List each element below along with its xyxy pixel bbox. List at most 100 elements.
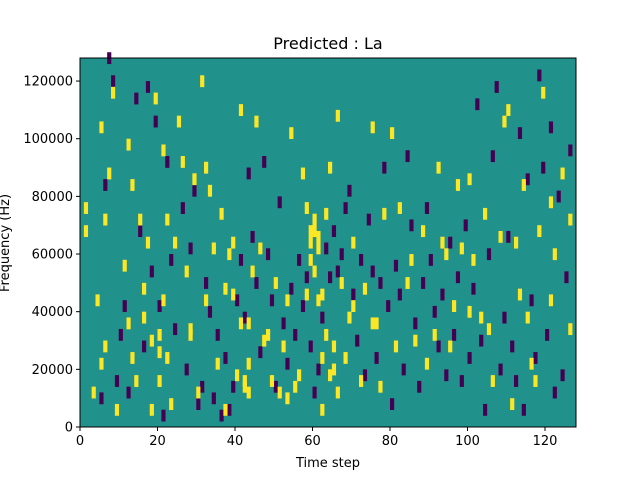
y-tick-label: 60000	[32, 248, 73, 263]
x-axis-label: Time step	[295, 456, 360, 471]
heatmap-cell-high	[347, 311, 352, 324]
y-tick-label: 40000	[32, 305, 73, 320]
heatmap-cell-low	[459, 375, 464, 387]
heatmap-cell-high	[324, 207, 329, 220]
y-axis: 0 20000 40000 60000 80000 100000 120000	[23, 75, 80, 436]
heatmap-cell-high	[204, 161, 209, 174]
heatmap-cell-high	[320, 403, 325, 416]
heatmap-cell-low	[502, 311, 507, 324]
heatmap-cell-low	[471, 282, 476, 295]
heatmap-cell-high	[269, 375, 275, 387]
heatmap-cell-high	[289, 127, 294, 140]
heatmap-cell-low	[436, 340, 441, 353]
heatmap-cell-low	[238, 254, 244, 266]
heatmap-cell-low	[300, 300, 306, 312]
heatmap-cell-high	[486, 323, 492, 336]
heatmap-cell-low	[514, 375, 519, 387]
heatmap-cell-low	[277, 196, 282, 209]
heatmap-cell-high	[262, 334, 267, 347]
heatmap-cell-high	[308, 236, 313, 249]
heatmap-cell-low	[242, 311, 247, 324]
heatmap-cell-high	[374, 317, 379, 330]
heatmap-cell-high	[467, 305, 472, 318]
heatmap-cell-high	[273, 277, 278, 289]
heatmap-cell-high	[304, 202, 309, 214]
heatmap-cell-low	[157, 300, 162, 312]
heatmap-cell-low	[149, 265, 154, 278]
heatmap-cell-high	[510, 398, 515, 410]
heatmap-cell-high	[235, 369, 240, 382]
heatmap-cell-high	[223, 403, 228, 416]
y-tick-label: 20000	[32, 363, 73, 378]
heatmap-cell-high	[114, 403, 120, 416]
heatmap-cell-low	[184, 363, 189, 376]
heatmap-cell-low	[320, 311, 325, 324]
heatmap-cell-low	[548, 121, 554, 134]
heatmap-cell-high	[95, 294, 100, 307]
heatmap-cell-high	[409, 254, 414, 266]
heatmap-cell-low	[440, 288, 445, 301]
heatmap-cell-high	[219, 207, 224, 220]
heatmap-cell-low	[262, 156, 267, 168]
heatmap-cell-high	[138, 213, 143, 226]
heatmap-cell-high	[339, 277, 344, 289]
heatmap-cell-high	[126, 138, 131, 151]
heatmap-cell-low	[188, 242, 193, 255]
heatmap-cell-high	[153, 92, 158, 105]
heatmap-cell-low	[285, 357, 290, 370]
heatmap-cell-high	[467, 173, 472, 186]
heatmap-cell-high	[498, 230, 503, 243]
heatmap-cell-low	[498, 363, 503, 376]
heatmap-cell-high	[421, 225, 426, 238]
heatmap-cell-high	[397, 202, 402, 214]
plot-frame	[79, 57, 577, 428]
heatmap-cell-low	[99, 392, 104, 405]
heatmap-cell-low	[382, 161, 387, 174]
heatmap-cell-low	[351, 288, 356, 301]
heatmap-cell-low	[269, 294, 275, 307]
heatmap-cell-high	[103, 340, 108, 353]
heatmap-cell-high	[560, 167, 565, 180]
heatmap-cell-high	[424, 357, 430, 370]
heatmap-cell-high	[254, 115, 259, 128]
heatmap-cell-high	[142, 282, 147, 295]
heatmap-cell-low	[463, 219, 468, 232]
heatmap-cell-high	[223, 282, 228, 295]
heatmap-cell-high	[548, 196, 554, 209]
heatmap-cell-low	[560, 369, 565, 382]
heatmap-cell-low	[413, 317, 418, 330]
heatmap-cell-high	[180, 156, 185, 168]
y-tick-label: 80000	[32, 190, 73, 205]
heatmap-cell-high	[370, 121, 375, 134]
heatmap-cell-low	[506, 230, 511, 243]
heatmap-cell-high	[316, 242, 321, 255]
heatmap-cell-low	[122, 300, 127, 312]
heatmap-cell-low	[397, 288, 402, 301]
heatmap-cell-low	[362, 369, 368, 382]
heatmap-cell-high	[308, 254, 313, 266]
heatmap-cell-low	[142, 340, 147, 353]
heatmap-cell-low	[417, 380, 422, 393]
heatmap-cell-low	[479, 334, 484, 347]
heatmap-cell-high	[440, 236, 445, 249]
heatmap-cell-low	[266, 248, 271, 261]
heatmap-cell-low	[138, 225, 143, 238]
heatmap-cell-high	[459, 242, 464, 255]
heatmap-cell-low	[401, 363, 406, 376]
heatmap-cell-low	[541, 161, 546, 174]
x-tick-label: 40	[227, 434, 244, 449]
heatmap-cell-low	[273, 380, 278, 393]
heatmap-cell-high	[521, 179, 526, 191]
heatmap-cell-high	[215, 357, 220, 370]
heatmap-cell-high	[370, 317, 375, 330]
y-tick-label: 120000	[23, 75, 73, 90]
heatmap-cell-high	[413, 334, 418, 347]
heatmap-cell-high	[331, 340, 337, 353]
heatmap-cell-high	[568, 213, 573, 226]
heatmap-cell-low	[328, 271, 333, 284]
heatmap-cell-high	[362, 282, 368, 295]
heatmap-cell-low	[207, 305, 213, 318]
heatmap-cell-high	[525, 311, 530, 324]
heatmap-cell-high	[479, 311, 484, 324]
heatmap-cell-low	[347, 184, 352, 197]
